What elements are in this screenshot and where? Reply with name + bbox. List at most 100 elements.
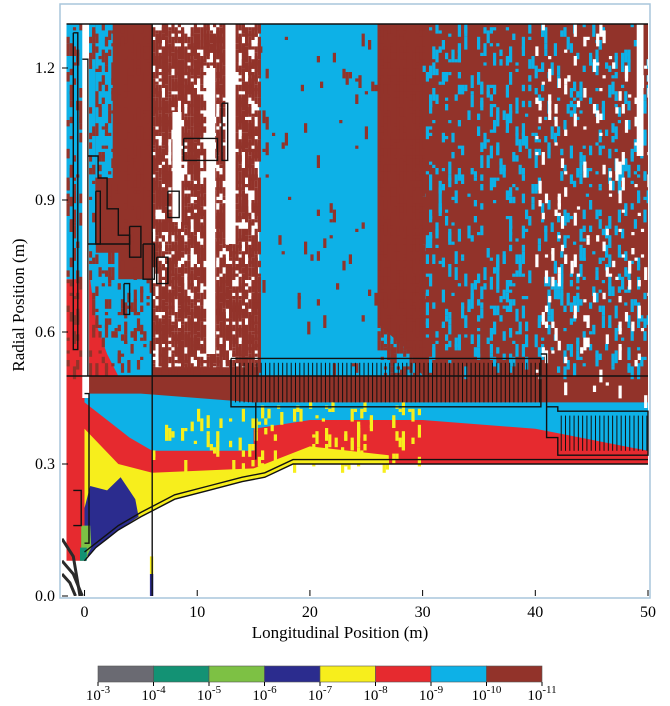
speckle-cell: [480, 100, 484, 108]
speckle-cell: [422, 321, 426, 332]
speckle-cell: [79, 132, 83, 143]
speckle-cell: [564, 84, 568, 95]
speckle-cell: [257, 62, 261, 76]
speckle-cell: [576, 116, 580, 120]
speckle-cell: [171, 244, 175, 252]
speckle-cell: [489, 177, 493, 191]
speckle-cell: [72, 296, 77, 300]
speckle-cell: [158, 347, 162, 351]
speckle-cell: [98, 267, 102, 271]
speckle-cell: [124, 27, 128, 40]
speckle-cell: [101, 145, 105, 149]
speckle-cell: [521, 174, 525, 181]
speckle-cell: [88, 65, 93, 69]
speckle-cell: [393, 75, 397, 88]
speckle-cell: [637, 190, 641, 204]
speckle-cell: [213, 356, 217, 360]
speckle-cell: [403, 126, 407, 133]
speckle-cell: [304, 123, 308, 133]
speckle-cell: [133, 270, 137, 280]
speckle-cell: [415, 280, 420, 284]
speckle-cell: [161, 30, 165, 34]
speckle-cell: [101, 97, 105, 104]
speckle-cell: [69, 100, 73, 108]
speckle-cell: [133, 49, 137, 56]
speckle-cell: [633, 219, 637, 229]
speckle-cell: [187, 168, 191, 175]
speckle-cell: [120, 353, 125, 357]
speckle-cell: [406, 136, 410, 140]
speckle-cell: [608, 273, 613, 277]
speckle-cell: [200, 324, 204, 338]
speckle-cell: [130, 59, 134, 72]
speckle-cell: [229, 334, 233, 338]
speckle-cell: [493, 52, 497, 66]
speckle-cell: [216, 337, 220, 351]
speckle-cell: [111, 43, 115, 47]
speckle-cell: [181, 347, 185, 351]
speckle-cell: [98, 331, 102, 338]
speckle-cell: [399, 171, 404, 184]
speckle-cell: [171, 88, 175, 92]
speckle-cell: [563, 328, 567, 332]
colorbar-swatch-7: [486, 665, 543, 683]
speckle-cell: [509, 72, 513, 85]
speckle-cell: [380, 180, 384, 188]
speckle-cell: [111, 212, 115, 223]
speckle-cell: [158, 46, 162, 50]
speckle-cell: [238, 350, 242, 357]
speckle-cell: [553, 132, 557, 143]
speckle-cell: [117, 184, 121, 194]
speckle-cell: [190, 104, 194, 117]
speckle-cell: [554, 142, 558, 146]
speckle-cell: [406, 321, 410, 328]
speckle-cell: [229, 286, 233, 290]
speckle-cell: [383, 280, 388, 287]
speckle-cell: [544, 254, 549, 258]
colorbar-label-base: 10: [141, 688, 156, 704]
speckle-cell: [177, 286, 181, 293]
speckle-cell: [435, 24, 439, 34]
speckle-cell: [614, 228, 618, 232]
speckle-cell: [171, 100, 175, 104]
speckle-cell: [245, 62, 249, 72]
speckle-cell: [515, 238, 519, 242]
speckle-cell: [412, 292, 416, 303]
speckle-cell: [534, 334, 538, 348]
speckle-cell: [409, 56, 413, 60]
speckle-cell: [181, 187, 185, 200]
speckle-cell: [393, 120, 397, 124]
speckle-cell: [573, 107, 577, 111]
speckle-cell: [406, 75, 410, 79]
speckle-cell: [203, 328, 207, 338]
speckle-cell: [483, 43, 487, 56]
speckle-cell: [412, 344, 416, 354]
speckle-cell: [184, 222, 188, 226]
speckle-cell: [235, 196, 239, 200]
speckle-cell: [637, 174, 641, 178]
speckle-cell: [184, 296, 188, 300]
speckle-cell: [406, 56, 410, 63]
speckle-cell: [576, 273, 581, 277]
speckle-cell: [222, 312, 226, 319]
speckle-cell: [155, 296, 159, 300]
speckle-cell: [586, 337, 590, 348]
speckle-cell: [412, 312, 416, 322]
speckle-cell: [184, 113, 188, 117]
speckle-cell: [241, 171, 245, 175]
speckle-cell: [136, 59, 141, 66]
speckle-cell: [190, 68, 194, 76]
speckle-cell: [602, 292, 606, 300]
speckle-cell: [235, 91, 239, 98]
speckle-cell: [560, 244, 565, 252]
speckle-cell: [190, 174, 194, 181]
speckle-cell: [393, 139, 397, 143]
speckle-cell: [229, 337, 233, 351]
speckle-cell: [127, 164, 131, 175]
speckle-cell: [158, 280, 162, 284]
speckle-cell: [486, 337, 490, 344]
speckle-cell: [621, 104, 625, 114]
speckle-cell: [161, 33, 165, 40]
speckle-cell: [197, 219, 201, 232]
speckle-cell: [238, 68, 242, 72]
